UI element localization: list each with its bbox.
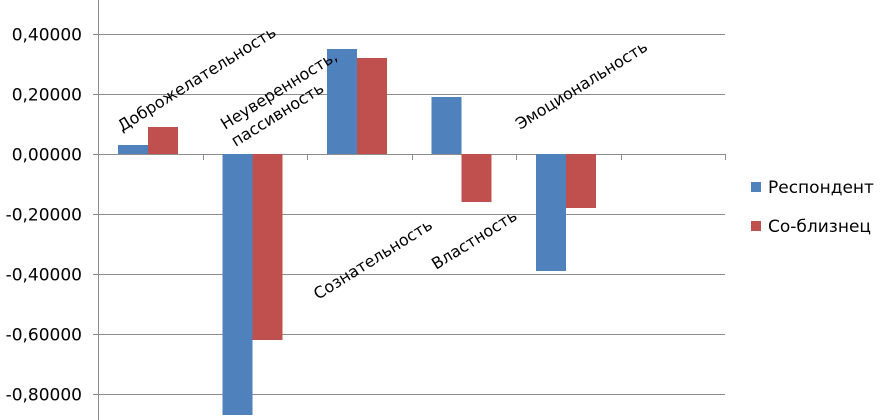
y-tick-label: -0,20000 (6, 206, 82, 226)
category-label-group: Эмоциональность (512, 37, 651, 134)
bar-co-twin (148, 127, 178, 154)
y-tick-label: -0,40000 (6, 266, 82, 286)
category-label: Эмоциональность (512, 37, 651, 134)
legend-swatch (751, 221, 761, 231)
y-tick-label: -0,80000 (6, 386, 82, 406)
bar-respondent (431, 97, 462, 154)
bars-layer (118, 49, 596, 415)
category-label-group: Властность (428, 206, 520, 273)
grid-layer (98, 34, 725, 395)
bar-respondent (118, 145, 148, 154)
bar-respondent (536, 154, 566, 271)
legend-layer: Респондент Со-близнец (751, 178, 874, 237)
legend-label: Со-близнец (768, 217, 871, 237)
bar-co-twin (461, 154, 492, 202)
y-tick-label: 0,00000 (12, 146, 82, 166)
bar-co-twin (566, 154, 596, 208)
bar-co-twin (357, 58, 387, 154)
category-label: Властность (428, 206, 520, 273)
category-label: Сознательность (310, 215, 436, 303)
bar-respondent (327, 49, 357, 154)
legend-label: Респондент (768, 178, 874, 198)
bar-respondent (222, 154, 253, 415)
axis-layer (93, 0, 726, 420)
y-tick-label: 0,20000 (12, 86, 82, 106)
bar-co-twin (252, 154, 283, 340)
y-tick-label: -0,60000 (6, 326, 82, 346)
y-tick-label: 0,40000 (12, 26, 82, 46)
category-label-group: Сознательность (310, 215, 436, 303)
legend-swatch (751, 182, 761, 192)
